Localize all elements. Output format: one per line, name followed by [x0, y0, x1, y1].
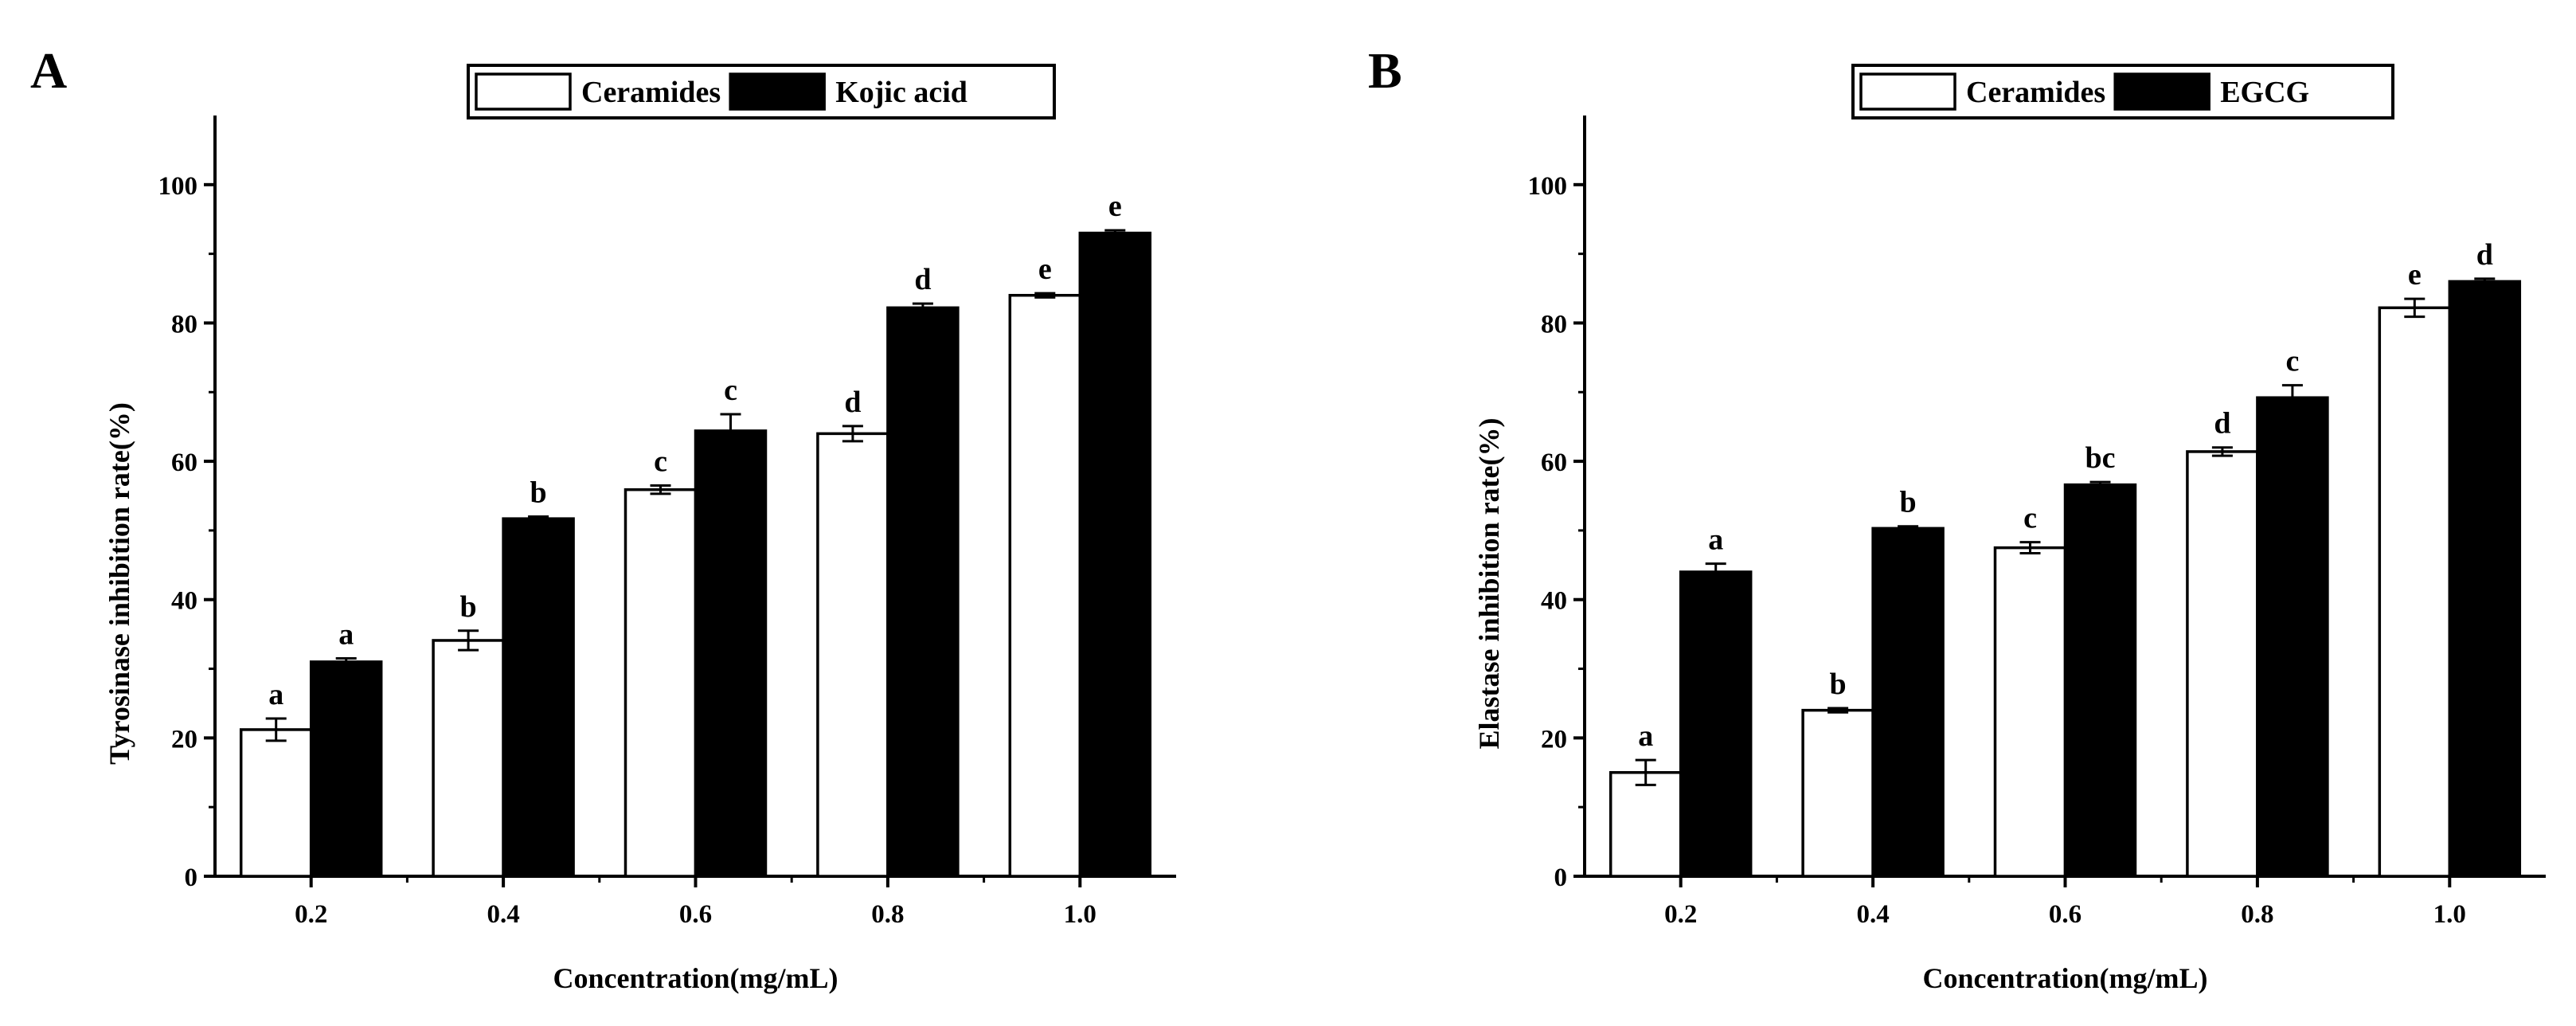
y-tick-label: 0	[185, 863, 198, 892]
legend-swatch-reference	[729, 72, 826, 111]
x-axis-label: Concentration(mg/mL)	[553, 962, 838, 994]
bar-ceramides	[2378, 306, 2452, 878]
y-tick-label: 100	[1528, 172, 1568, 201]
x-tick-label: 0.6	[679, 900, 712, 929]
significance-label: b	[460, 590, 477, 624]
x-tick-label: 0.4	[487, 900, 519, 929]
y-tick-label: 0	[1554, 863, 1568, 892]
y-axis-label: Tyrosinase inhibition rate(%)	[104, 402, 135, 765]
bar-ceramides	[239, 728, 313, 878]
bar-ceramides	[1801, 708, 1874, 878]
significance-label: d	[914, 263, 931, 296]
bar-reference	[309, 660, 383, 878]
significance-label: d	[2476, 238, 2493, 272]
legend-swatch-ceramides	[1859, 72, 1956, 111]
legend-swatch-reference	[2113, 72, 2211, 111]
bar-reference	[2448, 280, 2522, 878]
significance-label: e	[1038, 253, 1052, 286]
significance-label: bc	[2085, 441, 2116, 475]
bar-ceramides	[1609, 771, 1683, 878]
bar-ceramides	[2186, 450, 2259, 878]
bar-ceramides	[432, 639, 505, 878]
significance-label: b	[1900, 486, 1917, 519]
y-tick-label: 40	[1541, 587, 1567, 616]
y-axis-label: Elastase inhibition rate(%)	[1473, 417, 1505, 749]
y-tick-label: 80	[171, 310, 197, 339]
panel-b: B 0 20 40 60 80 100 Elastase inhibition rate(%)…	[1368, 42, 2546, 994]
x-tick-label: 0.8	[871, 900, 904, 929]
bar-reference	[1078, 231, 1152, 878]
significance-label: b	[530, 476, 547, 510]
bar-reference	[502, 517, 575, 878]
legend-label-reference: Kojic acid	[835, 76, 967, 109]
x-tick-label: 1.0	[2433, 900, 2466, 929]
x-tick-label: 0.2	[1664, 900, 1697, 929]
y-tick-label: 20	[1541, 725, 1567, 754]
significance-label: c	[2285, 345, 2299, 378]
x-axis-label: Concentration(mg/mL)	[1923, 962, 2208, 994]
panel-a: A 0 20 40 60 80 100 Tyrosinase inhibition rate(…	[30, 42, 1176, 994]
x-tick-label: 1.0	[1064, 900, 1096, 929]
bar-ceramides	[816, 432, 889, 878]
significance-label: c	[654, 444, 667, 478]
significance-label: b	[1830, 668, 1847, 701]
significance-label: c	[724, 374, 737, 407]
y-tick-label: 60	[171, 448, 197, 477]
legend-label-ceramides: Ceramides	[1966, 76, 2105, 109]
bar-reference	[886, 306, 960, 878]
significance-label: e	[2408, 258, 2422, 292]
bar-reference	[694, 429, 768, 878]
legend-label-ceramides: Ceramides	[581, 76, 721, 109]
y-tick-label: 60	[1541, 448, 1567, 477]
significance-label: d	[2214, 407, 2230, 441]
significance-label: c	[2023, 502, 2037, 535]
y-tick-label: 100	[158, 172, 198, 201]
bar-ceramides	[1008, 293, 1082, 878]
bar-reference	[1871, 527, 1945, 878]
bar-reference	[2256, 396, 2329, 878]
y-tick-label: 40	[171, 587, 197, 616]
x-tick-label: 0.4	[1856, 900, 1889, 929]
x-tick-label: 0.8	[2241, 900, 2273, 929]
significance-label: e	[1108, 190, 1122, 223]
panel-letter: A	[30, 42, 67, 99]
panel-letter: B	[1368, 42, 1402, 99]
significance-label: d	[844, 386, 861, 419]
significance-label: a	[1708, 523, 1723, 557]
bar-ceramides	[623, 488, 698, 878]
bar-ceramides	[1993, 546, 2067, 878]
significance-label: a	[338, 618, 354, 652]
x-tick-label: 0.2	[295, 900, 327, 929]
significance-label: a	[268, 678, 283, 711]
significance-label: a	[1638, 719, 1653, 753]
y-tick-label: 80	[1541, 310, 1567, 339]
y-tick-label: 20	[171, 725, 197, 754]
legend-swatch-ceramides	[475, 72, 572, 111]
x-tick-label: 0.6	[2049, 900, 2082, 929]
bar-reference	[2063, 483, 2137, 878]
bar-reference	[1679, 570, 1753, 878]
legend-label-reference: EGCG	[2220, 76, 2309, 109]
